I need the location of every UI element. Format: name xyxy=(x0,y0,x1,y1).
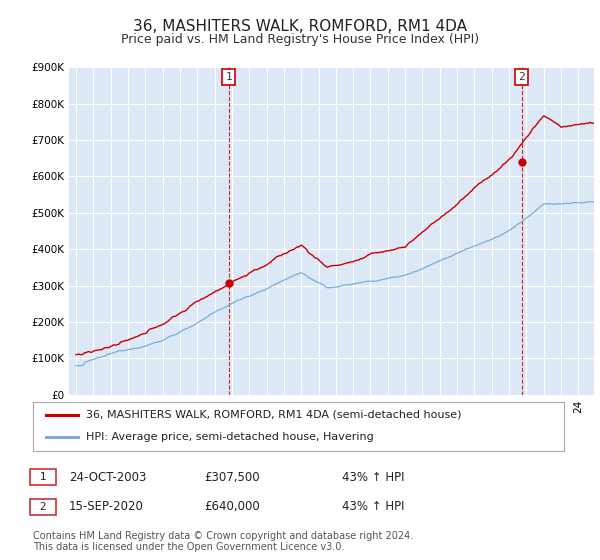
Text: 15-SEP-2020: 15-SEP-2020 xyxy=(69,500,144,514)
Text: Price paid vs. HM Land Registry's House Price Index (HPI): Price paid vs. HM Land Registry's House … xyxy=(121,32,479,46)
Text: 2: 2 xyxy=(518,72,525,82)
Text: 2: 2 xyxy=(33,502,53,512)
Text: 24-OCT-2003: 24-OCT-2003 xyxy=(69,470,146,484)
Text: 43% ↑ HPI: 43% ↑ HPI xyxy=(342,470,404,484)
Text: £640,000: £640,000 xyxy=(204,500,260,514)
Text: 1: 1 xyxy=(33,472,53,482)
Text: £307,500: £307,500 xyxy=(204,470,260,484)
Text: 43% ↑ HPI: 43% ↑ HPI xyxy=(342,500,404,514)
Text: 36, MASHITERS WALK, ROMFORD, RM1 4DA: 36, MASHITERS WALK, ROMFORD, RM1 4DA xyxy=(133,19,467,34)
Text: HPI: Average price, semi-detached house, Havering: HPI: Average price, semi-detached house,… xyxy=(86,432,374,442)
Text: 36, MASHITERS WALK, ROMFORD, RM1 4DA (semi-detached house): 36, MASHITERS WALK, ROMFORD, RM1 4DA (se… xyxy=(86,410,461,420)
Text: Contains HM Land Registry data © Crown copyright and database right 2024.
This d: Contains HM Land Registry data © Crown c… xyxy=(33,531,413,552)
Text: 1: 1 xyxy=(226,72,232,82)
